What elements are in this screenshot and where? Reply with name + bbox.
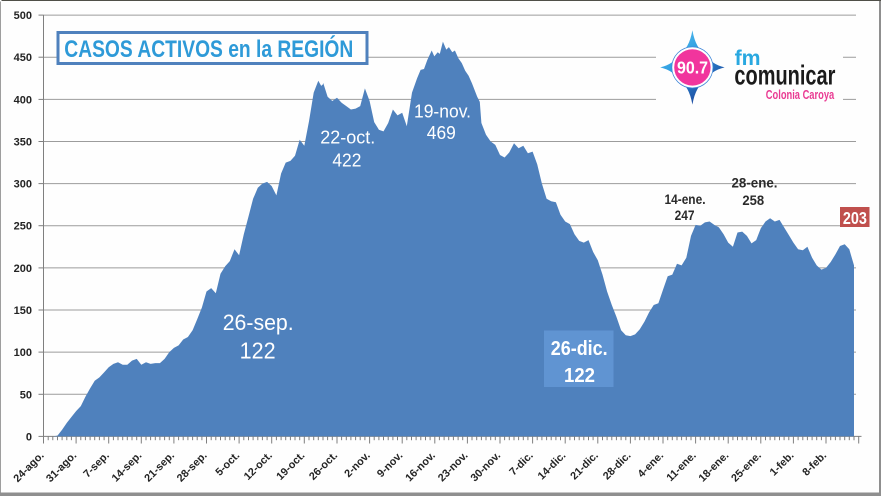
- svg-text:200: 200: [14, 263, 32, 275]
- svg-text:122: 122: [240, 338, 276, 364]
- svg-text:22-oct.: 22-oct.: [320, 127, 375, 148]
- svg-text:90.7: 90.7: [677, 57, 708, 77]
- svg-text:comunicar: comunicar: [734, 59, 835, 90]
- svg-text:14-ene.: 14-ene.: [665, 192, 706, 207]
- svg-text:500: 500: [14, 10, 32, 22]
- svg-text:258: 258: [742, 193, 764, 208]
- svg-text:19-nov.: 19-nov.: [414, 100, 471, 121]
- svg-text:50: 50: [20, 389, 32, 401]
- svg-text:250: 250: [14, 221, 32, 233]
- svg-text:203: 203: [843, 208, 867, 228]
- svg-text:300: 300: [14, 179, 32, 191]
- svg-text:422: 422: [332, 150, 361, 171]
- svg-text:CASOS ACTIVOS en la REGIÓN: CASOS ACTIVOS en la REGIÓN: [64, 35, 353, 63]
- svg-text:26-sep.: 26-sep.: [223, 310, 294, 335]
- svg-text:450: 450: [14, 52, 32, 64]
- svg-text:247: 247: [675, 208, 695, 223]
- svg-text:Colonia Caroya: Colonia Caroya: [766, 87, 835, 102]
- svg-text:28-ene.: 28-ene.: [732, 175, 778, 190]
- svg-text:100: 100: [14, 347, 32, 359]
- svg-text:0: 0: [26, 431, 32, 443]
- svg-text:400: 400: [14, 94, 32, 106]
- svg-text:150: 150: [14, 305, 32, 317]
- svg-text:fm: fm: [735, 47, 761, 70]
- svg-text:350: 350: [14, 137, 32, 149]
- svg-text:26-dic.: 26-dic.: [551, 337, 608, 360]
- svg-text:122: 122: [564, 364, 595, 387]
- svg-text:469: 469: [427, 122, 456, 143]
